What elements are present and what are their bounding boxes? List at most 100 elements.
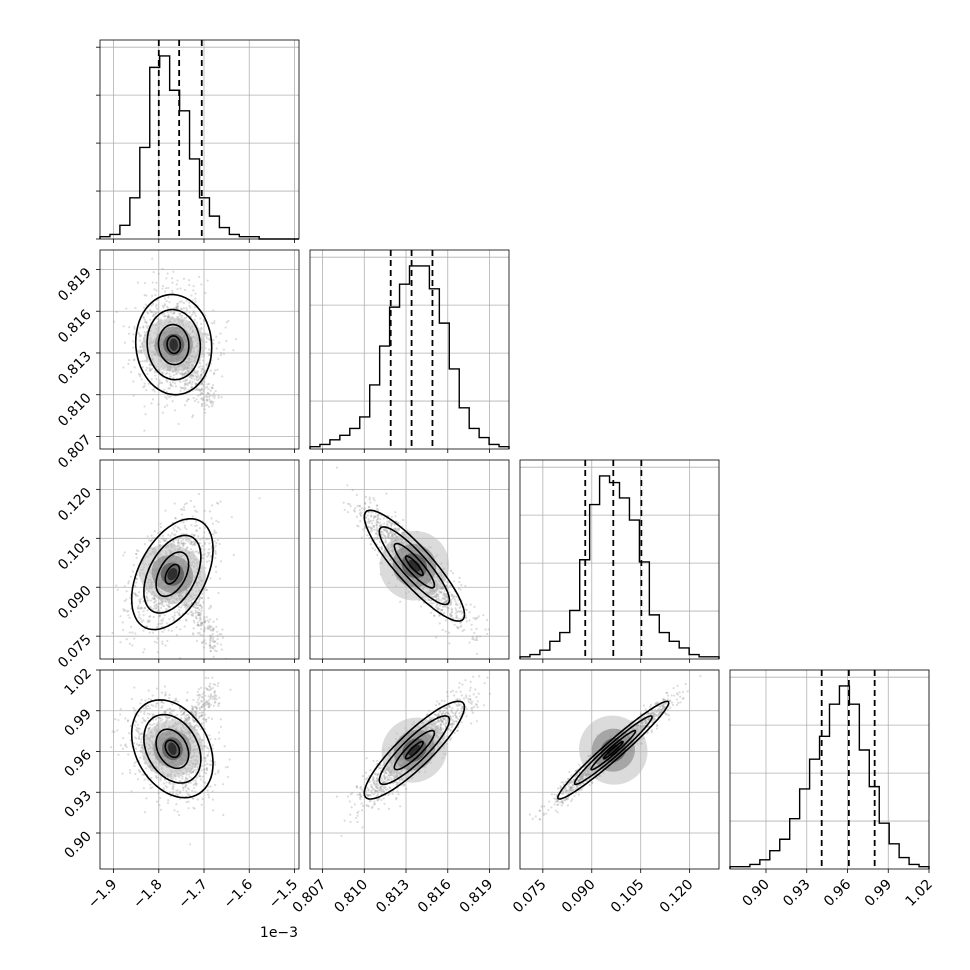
sample-point — [149, 787, 152, 790]
sample-point — [442, 587, 446, 590]
sample-point — [193, 378, 196, 381]
sample-point — [200, 711, 203, 714]
sample-point — [195, 782, 198, 785]
sample-point — [438, 608, 441, 611]
sample-point — [178, 544, 181, 547]
sample-point — [470, 623, 473, 626]
sample-point — [191, 614, 195, 617]
sample-point — [148, 366, 151, 370]
sample-point — [185, 698, 188, 701]
sample-point — [190, 383, 193, 386]
sample-point — [199, 362, 202, 365]
sample-point — [455, 602, 458, 605]
sample-point — [199, 393, 202, 396]
sample-point — [136, 607, 139, 610]
sample-point — [172, 527, 175, 530]
sample-point — [230, 516, 233, 519]
sample-point — [186, 378, 189, 381]
sample-point — [355, 515, 358, 518]
sample-point — [195, 602, 198, 605]
sample-point — [188, 304, 191, 307]
sample-point — [168, 617, 171, 621]
sample-point — [214, 697, 217, 700]
sample-point — [201, 544, 204, 548]
sample-point — [157, 532, 160, 535]
sample-point — [197, 401, 200, 404]
sample-point — [155, 307, 159, 310]
sample-point — [182, 541, 185, 545]
density-contour — [164, 563, 181, 585]
sample-point — [161, 630, 164, 633]
sample-point — [203, 704, 206, 707]
sample-point — [203, 621, 206, 624]
sample-point — [196, 798, 199, 801]
sample-point — [155, 289, 158, 292]
sample-point — [165, 718, 168, 722]
sample-point — [181, 370, 184, 373]
sample-point — [179, 386, 182, 389]
sample-point — [166, 394, 169, 397]
sample-point — [160, 371, 163, 374]
sample-point — [194, 550, 197, 553]
sample-point — [213, 640, 216, 644]
sample-point — [128, 642, 131, 645]
sample-point — [123, 551, 126, 554]
sample-point — [221, 375, 224, 378]
sample-point — [194, 790, 197, 793]
sample-point — [163, 539, 166, 542]
sample-point — [148, 620, 151, 623]
sample-point — [387, 537, 391, 540]
sample-point — [199, 389, 202, 393]
sample-point — [195, 710, 198, 713]
sample-point — [201, 553, 204, 557]
sample-point — [378, 521, 381, 524]
sample-point — [132, 564, 135, 567]
sample-point — [469, 603, 472, 606]
sample-point — [366, 514, 370, 517]
sample-point — [368, 520, 371, 523]
sample-point — [211, 744, 214, 747]
sample-point — [370, 528, 373, 531]
sample-point — [196, 623, 199, 627]
sample-point — [217, 357, 220, 360]
sample-point — [139, 373, 142, 376]
sample-point — [375, 507, 379, 510]
sample-point — [370, 529, 374, 533]
sample-point — [397, 527, 400, 530]
sample-point — [203, 401, 206, 405]
sample-point — [389, 531, 392, 535]
sample-point — [145, 359, 148, 362]
sample-point — [427, 599, 430, 602]
sample-point — [161, 267, 164, 270]
sample-point — [166, 305, 169, 308]
sample-point — [438, 604, 442, 607]
sample-point — [210, 504, 214, 507]
sample-point — [358, 504, 361, 507]
sample-point — [426, 597, 429, 600]
sample-point — [335, 466, 339, 469]
sample-point — [356, 524, 359, 527]
sample-point — [200, 326, 203, 330]
sample-point — [475, 627, 478, 631]
sample-point — [187, 717, 191, 720]
sample-point — [178, 300, 182, 303]
density-block — [167, 568, 178, 581]
sample-point — [157, 386, 160, 389]
sample-point — [191, 708, 194, 711]
sample-point — [177, 422, 180, 426]
sample-point — [159, 530, 162, 533]
sample-point — [186, 372, 189, 375]
sample-point — [186, 604, 189, 607]
sample-point — [443, 597, 446, 601]
sample-point — [167, 306, 170, 310]
sample-point — [211, 387, 214, 390]
sample-point — [437, 607, 440, 610]
sample-point — [449, 598, 453, 601]
sample-point — [442, 612, 446, 615]
sample-point — [171, 289, 174, 292]
sample-point — [199, 377, 202, 380]
sample-point — [203, 380, 206, 383]
sample-point — [167, 605, 170, 608]
sample-point — [219, 500, 222, 503]
sample-point — [157, 272, 160, 275]
